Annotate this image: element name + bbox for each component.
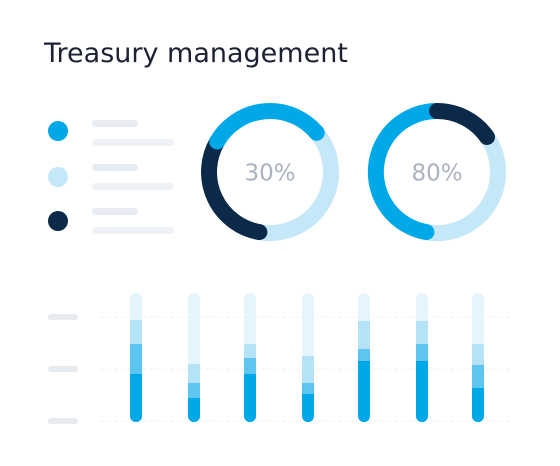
placeholder-line [92,227,174,234]
bars [130,293,484,422]
donut: 30% [201,103,339,241]
donut-segment [418,129,507,242]
bar-segment [416,361,428,422]
bar-segment [302,394,314,422]
donut-segment [367,102,445,241]
bar [416,293,428,422]
donut: 80% [367,102,507,242]
donut-segment [251,124,339,241]
donut-label: 30% [244,161,295,187]
bar [188,293,200,422]
placeholder-tick [48,314,78,320]
bar [358,293,370,422]
bar-segment [358,361,370,422]
placeholder-line [92,183,174,190]
placeholder-tick [48,418,78,424]
legend-dot [48,167,68,187]
donut-label: 80% [411,161,462,187]
bar [244,293,256,422]
placeholder-line [92,164,138,171]
legend-dot [48,121,68,141]
placeholder-line [92,208,138,215]
bar-segment [472,388,484,422]
bar [130,293,142,422]
placeholder-line [92,139,174,146]
bar [302,293,314,422]
bar-segment [188,398,200,422]
donut-segment [201,133,268,241]
donut-segment [209,103,325,150]
title: Treasury management [43,38,348,69]
bar [472,293,484,422]
legend [48,120,174,234]
bar-segment [130,374,142,422]
bar-segment [244,374,256,422]
placeholder-line [92,120,138,127]
placeholder-tick [48,366,78,372]
bar-guides [48,314,512,424]
donut-segment [429,102,495,145]
legend-dot [48,211,68,231]
